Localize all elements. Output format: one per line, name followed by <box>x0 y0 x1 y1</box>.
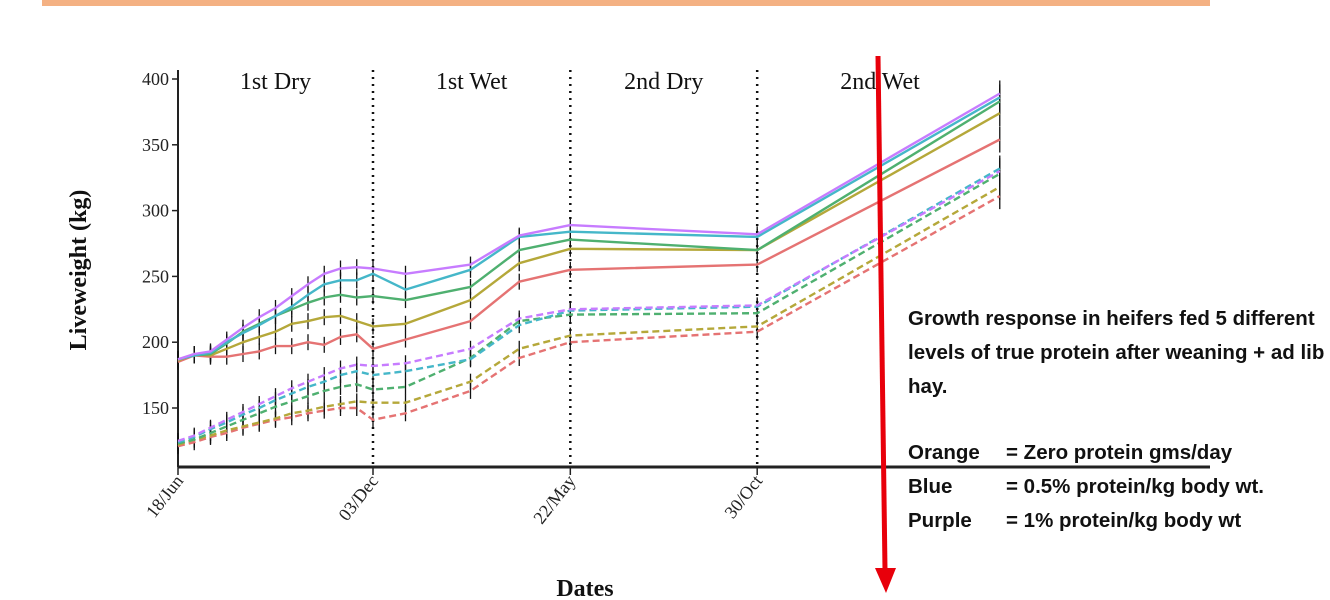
dashed-series-line <box>177 195 1001 448</box>
y-tick-label: 250 <box>142 266 169 286</box>
dashed-series-line <box>177 170 1001 443</box>
period-label: 1st Dry <box>240 69 311 95</box>
legend-key: Orange <box>908 441 980 464</box>
x-axis-title: Dates <box>556 576 613 600</box>
annotation-paragraph: Growth response in heifers fed 5 differe… <box>908 307 1325 398</box>
solid-series-line <box>177 96 1001 361</box>
period-dividers: 1st Dry 1st Wet 2nd Dry 2nd Wet <box>240 69 920 467</box>
solid-series-line <box>177 100 1001 361</box>
legend-value: = 1% protein/kg body wt <box>1006 509 1242 532</box>
legend-entry-purple: Purple = 1% protein/kg body wt <box>908 504 1328 538</box>
x-tick-label: 22/May <box>529 471 579 527</box>
dashed-series-line <box>177 172 1001 445</box>
top-accent-bar <box>42 0 1210 6</box>
x-tick-label: 30/Oct <box>720 471 766 522</box>
y-tick-label: 350 <box>142 135 169 155</box>
down-arrow-icon <box>875 55 896 593</box>
period-label: 1st Wet <box>436 69 508 95</box>
error-bars <box>177 80 1001 455</box>
y-axis-title: Liveweight (kg) <box>66 190 92 351</box>
series-lines <box>177 92 1001 448</box>
y-tick-label: 150 <box>142 398 169 418</box>
legend-value: = 0.5% protein/kg body wt. <box>1006 475 1265 498</box>
chart-axes <box>177 70 1210 469</box>
solid-series-line <box>177 138 1001 364</box>
y-tick-label: 200 <box>142 332 169 352</box>
y-tick-label: 300 <box>142 201 169 221</box>
legend-entry-orange: Orange = Zero protein gms/day <box>908 436 1328 470</box>
period-label: 2nd Dry <box>624 69 703 95</box>
x-tick-label: 18/Jun <box>142 471 187 521</box>
y-tick-label: 400 <box>142 69 169 89</box>
legend-value: = Zero protein gms/day <box>1006 441 1233 464</box>
legend-key: Blue <box>908 475 953 498</box>
legend-key: Purple <box>908 509 972 532</box>
dashed-series-line <box>177 185 1001 446</box>
solid-series-line <box>177 92 1001 361</box>
solid-series-line <box>177 112 1001 362</box>
axis-ticks: 150 200 250 300 350 400 18/Jun 03/Dec 22/May 30/O… <box>142 69 767 528</box>
annotation-note: Growth response in heifers fed 5 differe… <box>908 302 1328 538</box>
dashed-series-line <box>177 167 1001 444</box>
x-tick-label: 03/Dec <box>334 471 382 524</box>
legend-entry-blue: Blue = 0.5% protein/kg body wt. <box>908 470 1328 504</box>
